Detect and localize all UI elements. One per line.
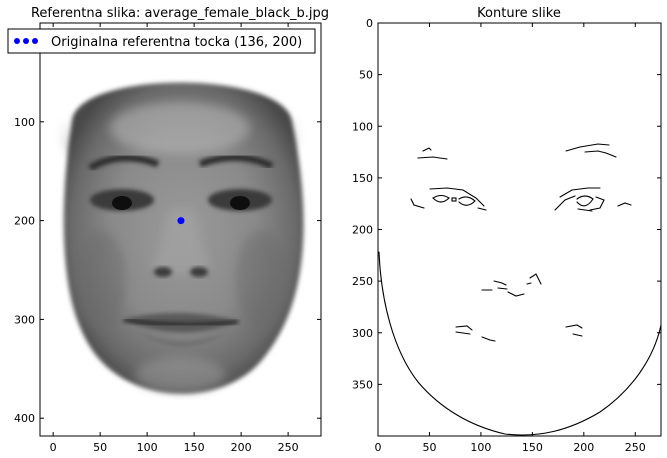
right-ytick-label: 100 (352, 120, 373, 133)
left-ytick-label: 400 (14, 412, 35, 425)
right-ytick-label: 300 (352, 327, 373, 340)
right-xtick-label: 100 (470, 441, 491, 454)
left-ytick-label: 100 (14, 116, 35, 129)
legend-label: Originalna referentna tocka (136, 200) (51, 35, 302, 50)
reference-point-marker (177, 217, 185, 225)
right-ytick-label: 250 (352, 275, 373, 288)
contour-image (378, 143, 661, 436)
legend: Originalna referentna tocka (136, 200) (7, 28, 316, 54)
right-ytick-label: 50 (359, 69, 373, 82)
right-ytick-label: 200 (352, 224, 373, 237)
right-xtick-label: 50 (422, 441, 436, 454)
right-xtick-label: 250 (625, 441, 646, 454)
legend-box (7, 28, 316, 54)
left-xtick-label: 200 (231, 441, 252, 454)
legend-marker (23, 38, 29, 44)
right-ytick-label: 150 (352, 172, 373, 185)
left-ytick-label: 200 (14, 215, 35, 228)
legend-marker (14, 38, 20, 44)
left-panel: Referentna slika: average_female_black_b… (7, 6, 329, 454)
right-xtick-label: 200 (573, 441, 594, 454)
left-panel-title: Referentna slika: average_female_black_b… (31, 6, 329, 21)
left-axes-frame (39, 22, 322, 437)
right-panel: Konture slike (352, 6, 662, 454)
left-xtick-label: 150 (184, 441, 205, 454)
right-ytick-label: 350 (352, 378, 373, 391)
left-xtick-label: 0 (50, 441, 57, 454)
right-axis-ticks: 0 50 100 150 200 250 0 50 100 150 200 250 300 350 (352, 17, 661, 454)
right-panel-title: Konture slike (477, 6, 561, 21)
right-ytick-label: 0 (366, 17, 373, 30)
left-axis-ticks: 0 50 100 150 200 250 100 200 300 400 (14, 23, 321, 454)
left-xtick-label: 50 (93, 441, 107, 454)
right-xtick-label: 150 (522, 441, 543, 454)
left-ytick-label: 300 (14, 313, 35, 326)
right-axes-background (378, 23, 661, 436)
legend-marker (32, 38, 38, 44)
left-xtick-label: 100 (137, 441, 158, 454)
face-image (60, 55, 304, 394)
left-xtick-label: 250 (278, 441, 299, 454)
right-xtick-label: 0 (375, 441, 382, 454)
